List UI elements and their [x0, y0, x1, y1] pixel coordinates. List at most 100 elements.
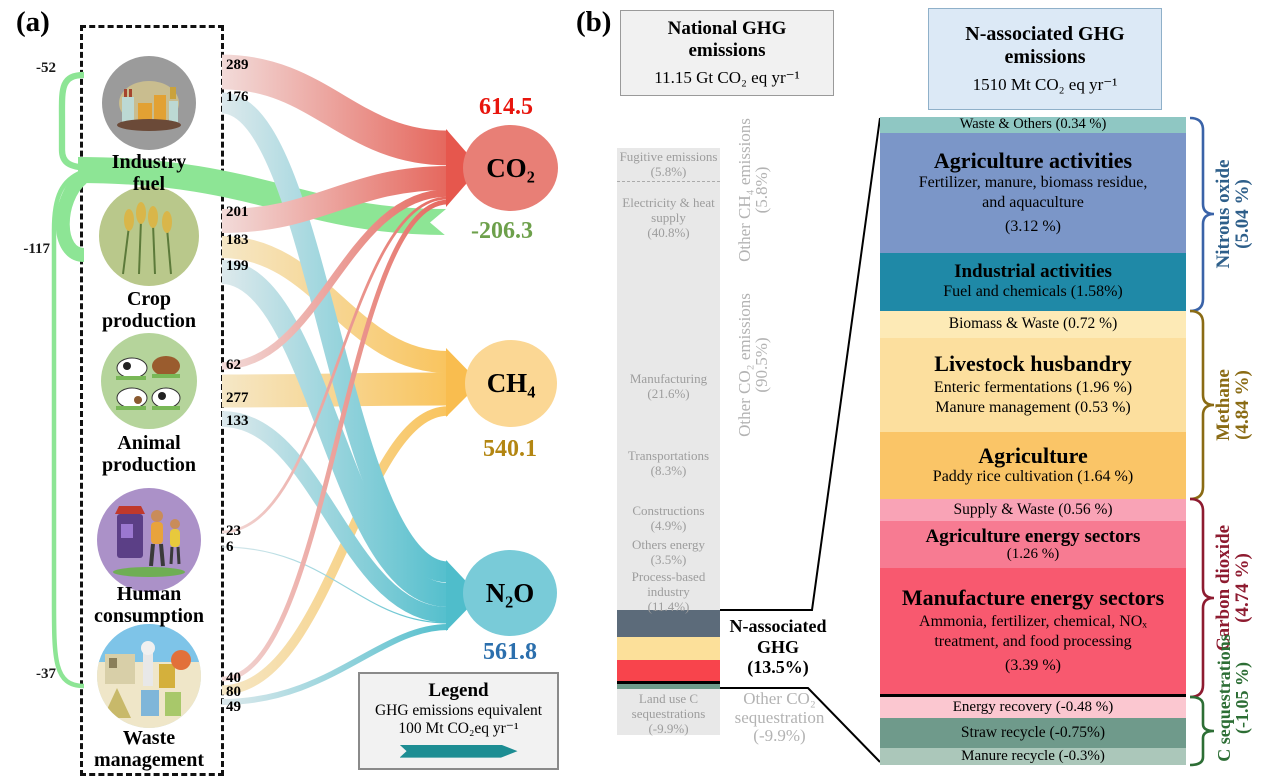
national-bar-ch4-segment — [617, 637, 720, 660]
flow-animal-ch4 — [221, 372, 449, 408]
legend-scale-arrow-icon — [399, 744, 518, 758]
c-sequestrations-brace-label: C sequestrations (-1.05 %) — [1211, 603, 1255, 779]
other-co2-emissions-label: Other CO₂ emissions (90.5%) — [734, 293, 771, 437]
flow-value: 62 — [226, 357, 241, 373]
flow-waste-ch4 — [221, 406, 449, 695]
segment-waste-others: Waste & Others (0.34 %) — [880, 117, 1186, 133]
seq-value: -37 — [36, 666, 56, 682]
industry-fuel-icon — [102, 56, 196, 150]
brace-line: (4.84 %) — [1232, 370, 1253, 440]
nat-label-transportations: Transportations (8.3%) — [617, 448, 720, 479]
segment-pct: (3.39 %) — [1005, 657, 1061, 675]
methane-brace-label: Methane (4.84 %) — [1211, 320, 1255, 490]
flow-value: 133 — [226, 413, 249, 429]
national-ghg-title: National GHG emissions — [667, 18, 787, 61]
segment-livestock-husbandry: Livestock husbandry Enteric fermentation… — [880, 338, 1186, 432]
crop-production-icon — [99, 186, 199, 286]
flow-value: 183 — [226, 232, 249, 248]
fugitive-divider — [617, 181, 720, 182]
national-bar-co2-segment — [617, 660, 720, 681]
callout-line: Other CO₂ — [743, 689, 816, 708]
national-ghg-header: National GHG emissions 11.15 Gt CO₂ eq y… — [620, 10, 834, 96]
nat-label-electricity: Electricity & heat supply (40.8%) — [617, 195, 720, 240]
n2o-node: N₂O — [463, 550, 557, 636]
flow-value: 201 — [226, 204, 249, 220]
animal-production-icon — [101, 333, 197, 429]
callout-line: (-9.9%) — [753, 726, 806, 746]
brace-label-text: C sequestrations (-1.05 %) — [1213, 634, 1252, 762]
segment-energy-recovery: Energy recovery (-0.48 %) — [880, 694, 1186, 718]
human-consumption-icon — [97, 488, 201, 592]
caption-line: fuel — [132, 172, 166, 195]
nat-label-text: Fugitive emissions — [619, 149, 718, 164]
caption-line: Human — [116, 583, 182, 605]
segment-label: Straw recycle (-0.75%) — [960, 723, 1106, 741]
segment-title: Livestock husbandry — [934, 350, 1132, 376]
segment-subtitle: Enteric fermentations (1.96 %) — [933, 379, 1133, 397]
co2-emission-total: 614.5 — [479, 94, 533, 120]
n-associated-ghg-header: N-associated GHG emissions 1510 Mt CO₂ e… — [928, 8, 1162, 110]
flow-value: 289 — [226, 57, 249, 73]
segment-agriculture-activities: Agriculture activities Fertilizer, manur… — [880, 133, 1186, 253]
brace-line: (5.04 %) — [1232, 179, 1253, 249]
callout-line: GHG — [756, 636, 799, 657]
nat-label-process-industry: Process-based industry (11.4%) — [617, 569, 720, 614]
legend-box: Legend GHG emissions equivalent 100 Mt C… — [358, 672, 559, 770]
nat-label-pct: (3.5%) — [650, 551, 687, 567]
nat-label-text: Electricity & heat supply — [622, 195, 715, 225]
national-bar-other-emissions — [617, 148, 720, 610]
seq-value: -117 — [23, 241, 50, 257]
flow-animal-n2o — [221, 411, 449, 623]
flow-crop-co2 — [221, 166, 449, 233]
legend-title: Legend — [428, 680, 489, 701]
caption-line: consumption — [93, 604, 205, 627]
caption-line: Waste — [122, 727, 176, 749]
n-associated-ghg-value: 1510 Mt CO₂ eq yr⁻¹ — [972, 75, 1118, 94]
segment-title: Manufacture energy sectors — [901, 584, 1165, 610]
nat-label-constructions: Constructions (4.9%) — [617, 503, 720, 534]
sector-caption-crop-production: Crop production — [83, 288, 215, 332]
flow-waste-co2 — [221, 199, 449, 682]
segment-industrial-activities: Industrial activities Fuel and chemicals… — [880, 253, 1186, 311]
flow-industry-n2o — [220, 92, 450, 583]
brace-line: Methane — [1212, 369, 1234, 441]
shoppers-icon — [113, 506, 185, 577]
nat-label-pct: (4.9%) — [650, 517, 687, 533]
flow-value: 49 — [226, 699, 241, 715]
segment-subtitle: Fertilizer, manure, biomass residue, — [918, 173, 1148, 191]
waste-management-icon — [97, 624, 201, 728]
flow-value: 23 — [226, 523, 241, 539]
caption-line: production — [101, 453, 197, 476]
segment-agriculture: Agriculture Paddy rice cultivation (1.64… — [880, 432, 1186, 499]
segment-agriculture-energy: Agriculture energy sectors (1.26 %) — [880, 521, 1186, 568]
flow-value: 277 — [226, 390, 249, 406]
national-bar-cseq-segment — [617, 684, 720, 689]
nitrous-oxide-brace-label: Nitrous oxide (5.04 %) — [1211, 129, 1255, 299]
segment-title: Industrial activities — [954, 261, 1112, 283]
callout-line: sequestration — [734, 707, 825, 727]
factory-icon — [117, 81, 181, 131]
caption-line: management — [94, 748, 204, 771]
flow-crop-n2o — [220, 260, 450, 607]
segment-biomass-waste: Biomass & Waste (0.72 %) — [880, 311, 1186, 338]
nat-label-pct: (-9.9%) — [648, 720, 689, 736]
nat-label-fugitive: Fugitive emissions (5.8%) — [617, 149, 720, 180]
segment-supply-waste: Supply & Waste (0.56 %) — [880, 499, 1186, 521]
legend-line2: 100 Mt CO₂eq yr⁻¹ — [398, 719, 519, 737]
nat-label-pct: (5.8%) — [650, 163, 687, 179]
segment-subtitle: Ammonia, fertilizer, chemical, NOₓ — [919, 613, 1147, 631]
nat-label-pct: (11.4%) — [647, 598, 690, 614]
nat-label-landuse: Land use C sequestrations (-9.9%) — [617, 691, 720, 736]
n-associated-ghg-callout: N-associated GHG (13.5%) — [718, 616, 838, 678]
caption-line: Crop — [126, 288, 172, 310]
panel-a-label: (a) — [16, 6, 50, 38]
segment-label: Energy recovery (-0.48 %) — [952, 698, 1114, 715]
segment-title: Agriculture — [978, 442, 1088, 468]
sector-caption-industry-fuel: Industry fuel — [83, 151, 215, 195]
brace-line: Nitrous oxide — [1212, 159, 1234, 269]
ch4-emission-total: 540.1 — [483, 436, 537, 462]
cow-icon — [116, 356, 181, 410]
brace-line: C sequestrations — [1213, 634, 1234, 762]
nat-label-pct: (40.8%) — [647, 224, 690, 240]
